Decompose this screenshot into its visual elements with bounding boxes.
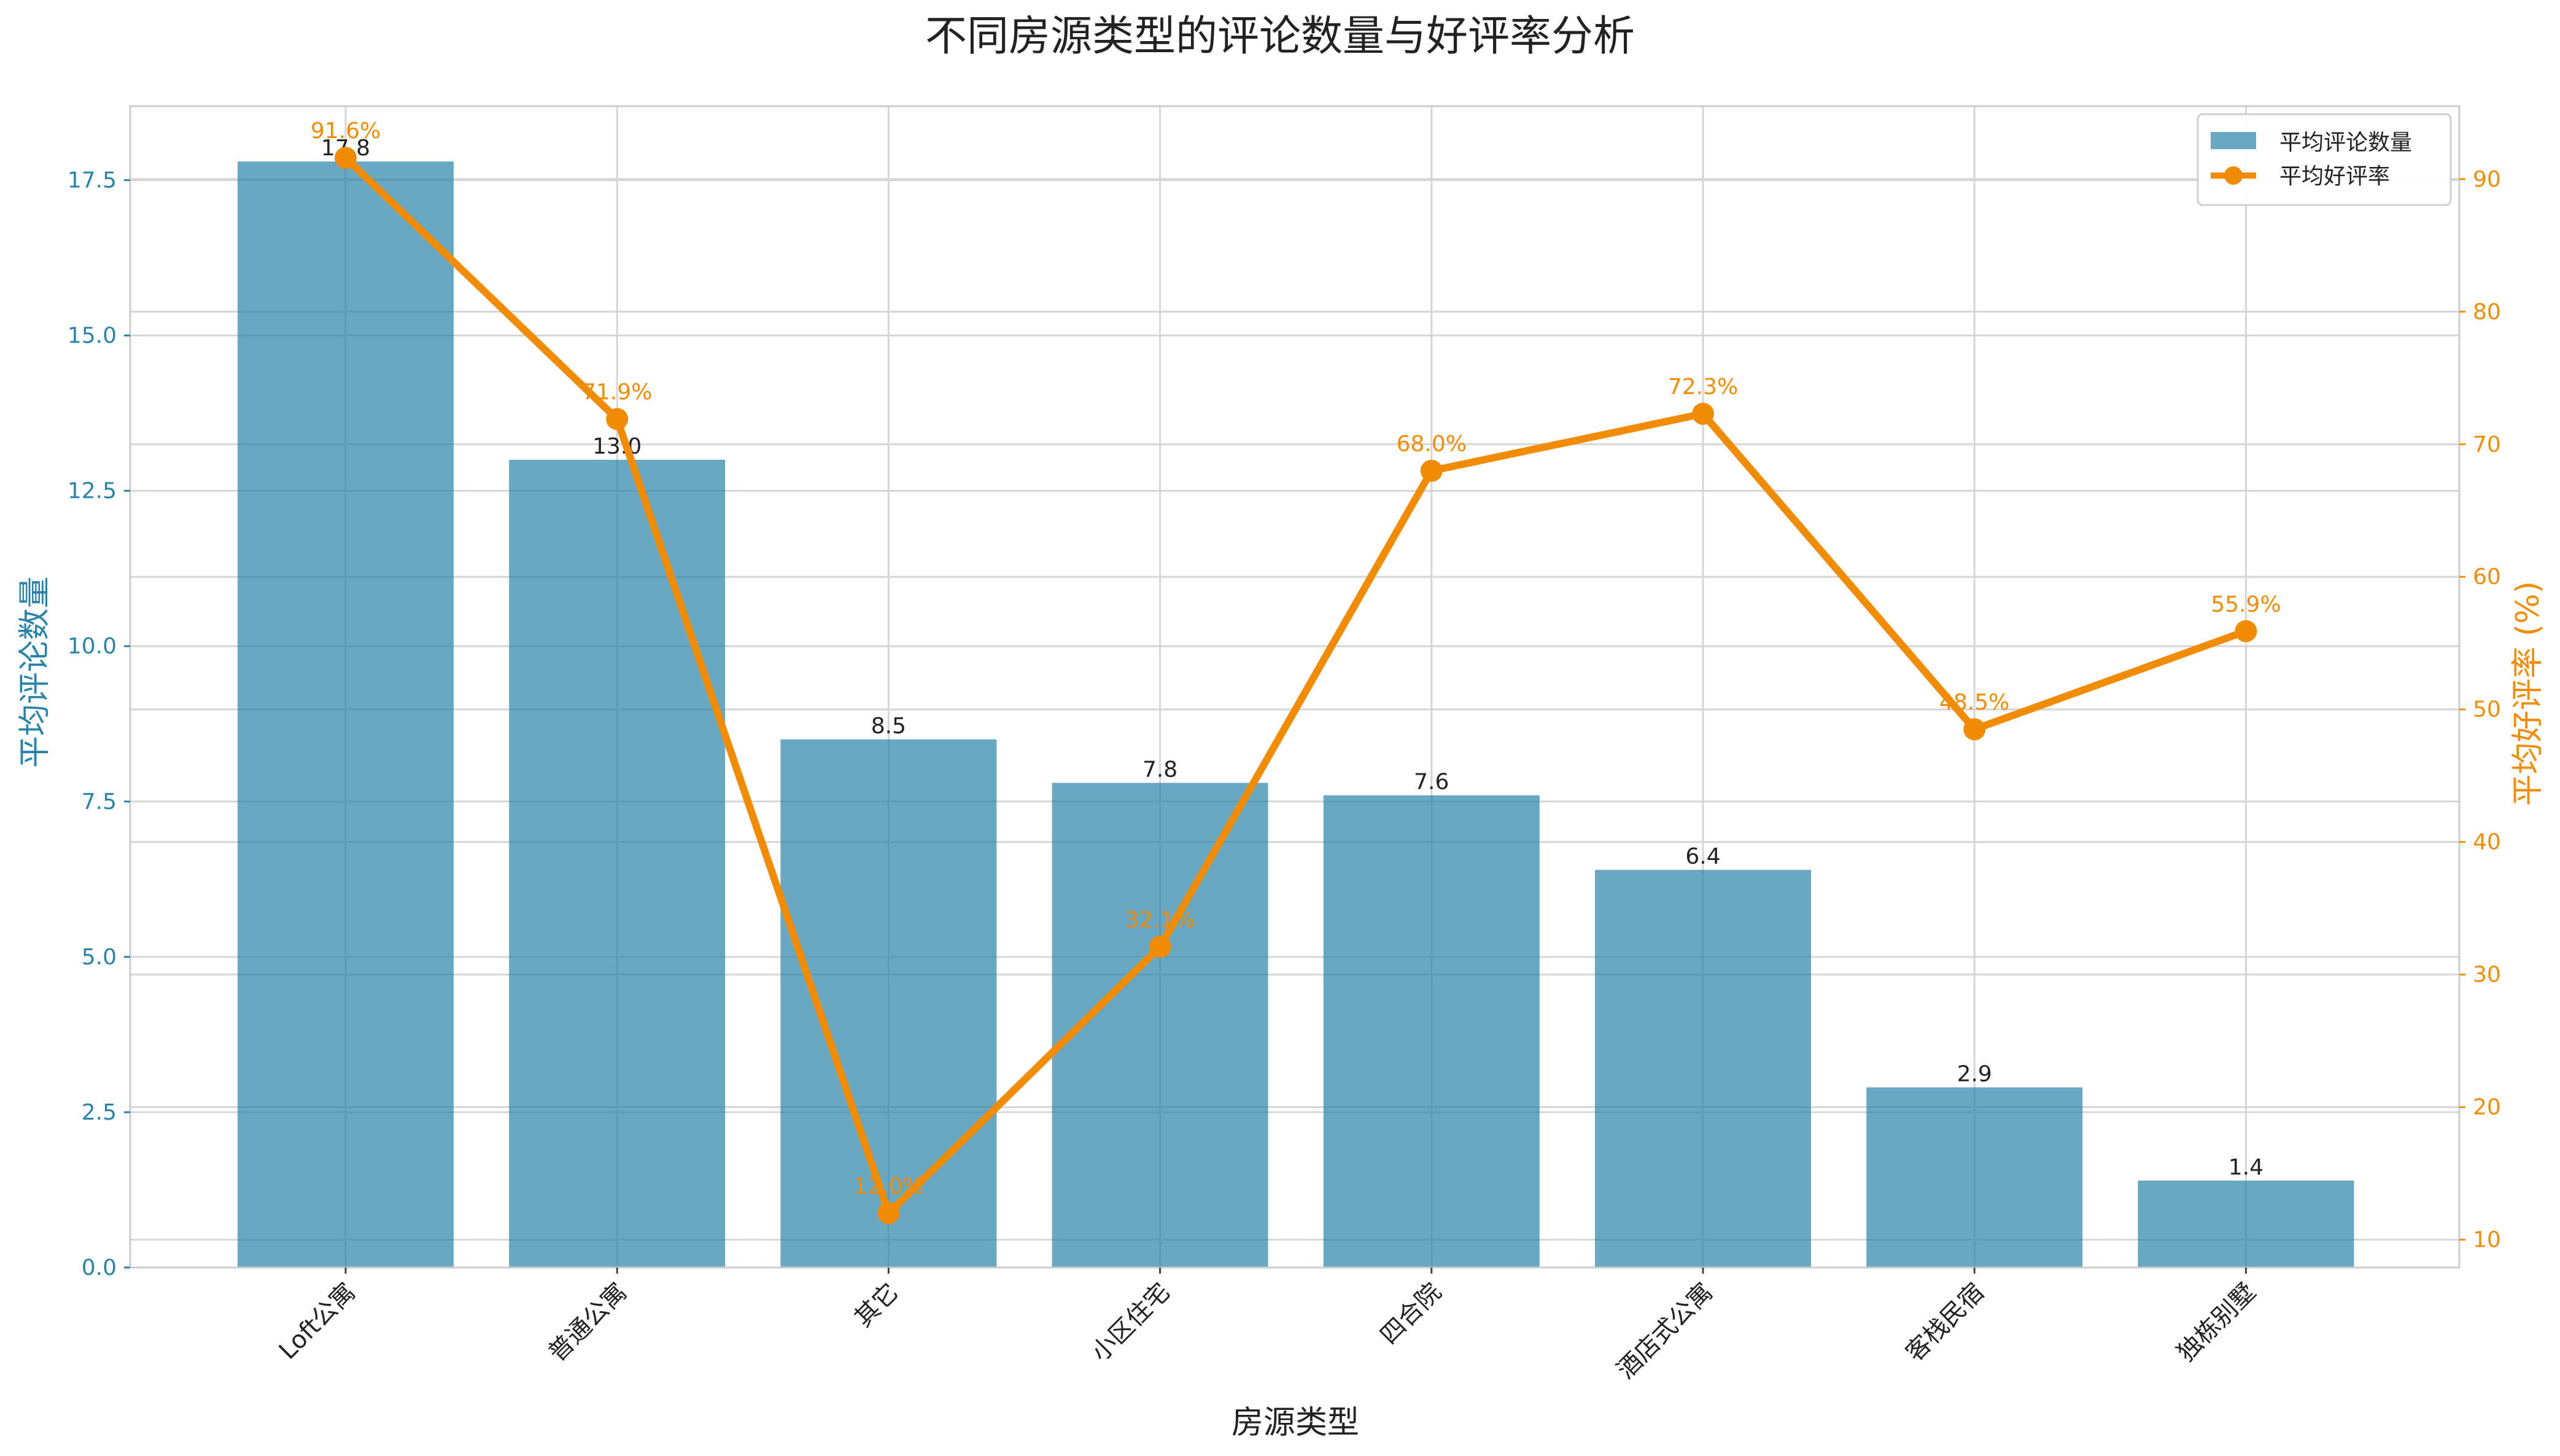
chart-title: 不同房源类型的评论数量与好评率分析 bbox=[925, 12, 1635, 61]
rating-value-label: 68.0% bbox=[1397, 432, 1467, 457]
legend-line-marker bbox=[2224, 166, 2243, 185]
right-y-axis: 10 20 30 40 50 60 70 80 90 bbox=[2459, 167, 2501, 1253]
bar-value-label: 2.9 bbox=[1957, 1061, 1992, 1086]
bar bbox=[1595, 870, 1811, 1268]
left-y-tick-label: 2.5 bbox=[82, 1100, 117, 1125]
rating-point bbox=[606, 408, 629, 430]
legend-box bbox=[2197, 113, 2452, 206]
left-y-tick-label: 5.0 bbox=[82, 945, 117, 970]
legend-bar-label: 平均评论数量 bbox=[2279, 130, 2412, 155]
rating-value-label: 71.9% bbox=[582, 380, 652, 405]
bar-value-label: 7.8 bbox=[1142, 757, 1177, 782]
bar-value-label: 13.0 bbox=[592, 434, 642, 459]
legend-bar-swatch bbox=[2211, 132, 2256, 149]
left-y-tick-label: 15.0 bbox=[68, 323, 117, 349]
right-y-tick-label: 90 bbox=[2473, 167, 2501, 192]
rating-point bbox=[1149, 935, 1171, 958]
rating-value-label: 55.9% bbox=[2211, 592, 2281, 617]
rating-point bbox=[2235, 620, 2257, 643]
left-y-tick-label: 10.0 bbox=[68, 634, 117, 659]
left-y-tick-label: 0.0 bbox=[82, 1255, 117, 1280]
rating-value-label: 48.5% bbox=[1939, 690, 2009, 715]
rating-value-label: 91.6% bbox=[311, 118, 381, 144]
bar bbox=[2138, 1180, 2354, 1268]
legend-line-label: 平均好评率 bbox=[2279, 164, 2390, 189]
bar bbox=[238, 161, 454, 1268]
right-y-tick-label: 50 bbox=[2473, 697, 2501, 722]
rating-value-label: 12.0% bbox=[853, 1174, 923, 1199]
left-y-axis-title: 平均评论数量 bbox=[17, 576, 53, 768]
plot-frame bbox=[129, 105, 2461, 1269]
bar-value-label: 7.6 bbox=[1414, 770, 1449, 795]
right-y-tick-label: 60 bbox=[2473, 565, 2501, 590]
bar-value-label: 1.4 bbox=[2228, 1155, 2263, 1180]
rating-point bbox=[335, 147, 357, 169]
line-layer bbox=[335, 147, 2257, 1225]
rating-point bbox=[1692, 403, 1714, 425]
bar-value-label: 6.4 bbox=[1685, 844, 1720, 869]
bar bbox=[1866, 1087, 2083, 1268]
rating-line bbox=[342, 154, 2250, 1217]
right-y-tick-label: 70 bbox=[2473, 432, 2501, 457]
rating-point bbox=[1420, 459, 1443, 482]
bar bbox=[1323, 795, 1540, 1268]
bar bbox=[509, 460, 726, 1268]
bars-layer bbox=[238, 161, 2354, 1268]
right-y-tick-label: 20 bbox=[2473, 1095, 2501, 1120]
plot-area bbox=[130, 106, 2459, 1268]
left-y-tick-label: 17.5 bbox=[68, 168, 117, 193]
rating-point bbox=[1963, 718, 1986, 741]
left-y-tick-label: 12.5 bbox=[68, 479, 117, 504]
right-y-axis-title: 平均好评率 (%) bbox=[2510, 581, 2546, 807]
bar-label-layer: 17.813.08.57.87.66.42.91.4 bbox=[321, 136, 2263, 1180]
bar-value-label: 8.5 bbox=[871, 714, 906, 739]
right-y-tick-label: 40 bbox=[2473, 830, 2501, 855]
rating-value-label: 72.3% bbox=[1668, 374, 1738, 400]
rating-value-label: 32.1% bbox=[1125, 907, 1195, 932]
right-y-tick-label: 80 bbox=[2473, 300, 2501, 325]
rating-point bbox=[877, 1202, 900, 1225]
x-axis-title: 房源类型 bbox=[1232, 1404, 1359, 1441]
legend: 平均评论数量 平均好评率 bbox=[2197, 113, 2452, 206]
right-y-tick-label: 10 bbox=[2473, 1228, 2501, 1253]
left-y-axis: 0.0 2.5 5.0 7.5 10.0 12.5 15.0 17.5 bbox=[68, 168, 130, 1280]
left-y-tick-label: 7.5 bbox=[82, 789, 117, 815]
line-label-layer: 91.6% 71.9% 12.0% 32.1% 68.0% 72.3% 48.5% 55.9% bbox=[311, 118, 2281, 1199]
right-y-tick-label: 30 bbox=[2473, 962, 2501, 988]
bar bbox=[1052, 783, 1268, 1268]
